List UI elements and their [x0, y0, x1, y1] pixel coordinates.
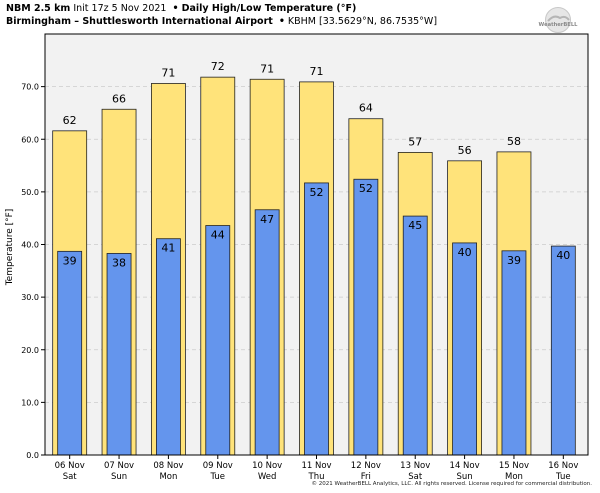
init-time: Init 17z 5 Nov 2021	[73, 3, 167, 14]
x-tick-date: 11 Nov	[301, 461, 331, 471]
x-tick-weekday: Fri	[361, 472, 371, 482]
value-labels: 62 39 66 38 71 41 72 44 71 47 71 52 64 52 57 45 56 40 58 39…	[63, 60, 571, 269]
x-tick-date: 13 Nov	[400, 461, 430, 471]
low-value-label: 47	[260, 213, 274, 226]
low-value-label: 44	[211, 229, 225, 242]
low-value-label: 39	[507, 254, 521, 267]
x-tick-weekday: Wed	[258, 472, 277, 482]
low-bar	[156, 238, 181, 456]
x-tick-date: 16 Nov	[548, 461, 578, 471]
y-axis: 0.0 10.0 20.0 30.0 40.0 50.0 60.0 70.0	[21, 83, 45, 460]
low-bar	[501, 250, 527, 456]
x-tick-date: 08 Nov	[153, 461, 183, 471]
low-bar	[57, 250, 83, 456]
header-separator: •	[172, 3, 179, 14]
y-tick-label: 10.0	[21, 398, 39, 407]
low-value-label: 39	[63, 254, 77, 267]
logo-wordmark: WeatherBELL	[539, 22, 579, 28]
y-tick-label: 70.0	[21, 83, 39, 92]
weatherbell-logo: WeatherBELL	[539, 7, 579, 33]
x-tick-weekday: Mon	[505, 472, 523, 482]
x-tick-date: 09 Nov	[203, 461, 233, 471]
y-tick-label: 50.0	[21, 188, 39, 197]
low-value-label: 41	[161, 242, 175, 255]
y-tick-label: 60.0	[21, 135, 39, 144]
low-value-label: 45	[408, 219, 422, 232]
y-tick-label: 20.0	[21, 346, 39, 355]
product-name: Daily High/Low Temperature (°F)	[181, 3, 357, 14]
chart-header-line1: NBM 2.5 km Init 17z 5 Nov 2021 • Daily Hi…	[6, 3, 356, 14]
low-value-label: 40	[458, 246, 472, 259]
location-name: Birmingham – Shuttlesworth International…	[6, 16, 273, 27]
low-value-label: 52	[359, 182, 373, 195]
header-separator-2: •	[278, 16, 285, 27]
x-tick-weekday: Sun	[111, 472, 127, 482]
low-bar	[254, 209, 280, 456]
low-bar	[452, 242, 477, 456]
x-tick-date: 14 Nov	[450, 461, 480, 471]
high-value-label: 56	[458, 144, 472, 157]
low-value-label: 52	[310, 186, 324, 199]
x-tick-weekday: Sat	[63, 472, 78, 482]
x-tick-weekday: Sun	[457, 472, 473, 482]
chart-header-line2: Birmingham – Shuttlesworth International…	[6, 16, 437, 27]
high-value-label: 66	[112, 92, 126, 105]
low-value-label: 40	[556, 249, 570, 262]
x-tick-date: 10 Nov	[252, 461, 282, 471]
y-tick-label: 40.0	[21, 241, 39, 250]
model-name: NBM 2.5 km	[6, 3, 71, 14]
high-value-label: 57	[408, 135, 422, 148]
x-tick-date: 12 Nov	[351, 461, 381, 471]
low-bar	[402, 215, 428, 456]
low-bar	[304, 182, 329, 456]
low-value-label: 38	[112, 256, 126, 269]
copyright-notice: © 2021 WeatherBELL Analytics, LLC. All r…	[311, 481, 592, 487]
low-bar	[106, 253, 132, 456]
x-tick-weekday: Tue	[555, 472, 571, 482]
x-tick-weekday: Mon	[159, 472, 177, 482]
low-bar	[550, 245, 576, 456]
x-tick-weekday: Sat	[408, 472, 423, 482]
station-info: KBHM [33.5629°N, 86.7535°W]	[287, 16, 438, 27]
y-tick-label: 0.0	[26, 451, 39, 460]
high-value-label: 71	[310, 65, 324, 78]
x-tick-weekday: Tue	[210, 472, 226, 482]
x-tick-date: 15 Nov	[499, 461, 529, 471]
x-tick-date: 06 Nov	[55, 461, 85, 471]
x-tick-date: 07 Nov	[104, 461, 134, 471]
high-value-label: 58	[507, 135, 521, 148]
high-value-label: 71	[260, 62, 274, 75]
y-axis-label: Temperature [°F]	[5, 209, 15, 287]
high-value-label: 71	[161, 66, 175, 79]
x-tick-weekday: Thu	[308, 472, 325, 482]
low-bar	[353, 178, 379, 456]
high-value-label: 64	[359, 102, 373, 115]
high-value-label: 72	[211, 60, 225, 73]
high-value-label: 62	[63, 114, 77, 127]
y-tick-label: 30.0	[21, 293, 39, 302]
low-bar	[205, 225, 231, 456]
